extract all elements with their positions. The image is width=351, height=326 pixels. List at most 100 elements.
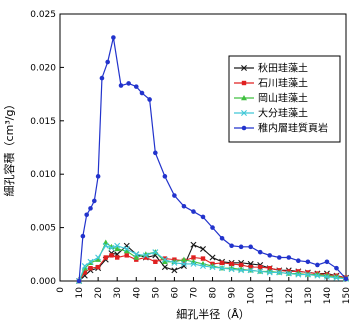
data-point [108, 244, 115, 251]
data-point [304, 271, 311, 278]
data-point [171, 259, 178, 266]
legend-item: 秋田珪藻土 [234, 62, 308, 75]
data-point [267, 265, 272, 271]
data-point [315, 262, 320, 268]
legend-item: 稚内層珪質頁岩 [234, 122, 328, 135]
legend-label: 石川珪藻土 [258, 77, 308, 90]
data-point [139, 90, 145, 96]
data-point [241, 95, 247, 101]
data-point [180, 260, 187, 267]
legend-label: 岡山珪藻土 [258, 92, 308, 105]
data-point [133, 254, 140, 260]
x-tick-label: 110 [266, 287, 276, 304]
x-tick-label: 120 [285, 287, 295, 304]
data-point [99, 75, 105, 81]
data-point [191, 209, 196, 214]
data-point [296, 258, 301, 264]
data-point [92, 198, 97, 204]
y-tick-label: 0.000 [30, 277, 56, 287]
y-tick-label: 0.005 [30, 224, 56, 234]
data-point [276, 269, 283, 276]
x-tick-label: 80 [209, 287, 219, 299]
x-tick-label: 40 [132, 287, 142, 299]
x-tick-label: 10 [75, 287, 85, 299]
data-point [109, 253, 114, 258]
data-point [181, 203, 187, 209]
x-axis-title: 細孔半径（Å） [176, 307, 250, 321]
data-point [314, 272, 321, 279]
data-point [247, 267, 254, 274]
data-point [105, 59, 110, 65]
x-tick-label: 0 [56, 287, 66, 293]
data-point [248, 264, 253, 270]
data-point [241, 80, 247, 86]
data-point [153, 150, 158, 156]
plot-frame [59, 13, 347, 282]
data-point [76, 278, 82, 284]
data-point [267, 253, 273, 258]
data-point [142, 252, 149, 259]
data-point [228, 266, 235, 273]
x-tick-label: 60 [170, 287, 180, 299]
data-point [324, 259, 330, 265]
data-point [209, 264, 216, 271]
data-point [162, 256, 168, 261]
x-tick-label: 30 [113, 287, 123, 299]
data-point [248, 244, 253, 250]
data-point [219, 235, 225, 241]
data-point [180, 256, 187, 262]
data-point [126, 81, 131, 86]
data-point [209, 254, 216, 261]
data-point [95, 254, 102, 261]
data-point [238, 244, 244, 250]
data-point [323, 273, 330, 280]
data-point [295, 271, 302, 278]
data-point [285, 270, 292, 277]
series-4 [76, 35, 349, 284]
data-point [305, 259, 311, 265]
data-point [190, 241, 197, 248]
data-point [219, 260, 225, 266]
legend-label: 大分珪藻土 [258, 107, 308, 120]
data-point [286, 255, 292, 260]
data-point [103, 255, 108, 260]
data-point [200, 214, 206, 220]
legend-item: 石川珪藻土 [234, 77, 308, 90]
data-point [241, 65, 247, 71]
x-tick-label: 150 [342, 287, 351, 304]
data-point [200, 263, 206, 270]
data-point [81, 263, 88, 270]
data-point [123, 248, 130, 254]
data-point [200, 245, 206, 252]
data-point [95, 264, 101, 270]
data-point [80, 233, 86, 239]
y-tick-label: 0.010 [30, 170, 56, 180]
x-tick-label: 70 [189, 287, 199, 299]
data-point [161, 258, 168, 264]
data-point [115, 255, 120, 260]
data-point [162, 174, 168, 179]
x-tick-label: 50 [151, 287, 161, 299]
x-tick-label: 100 [247, 287, 257, 304]
series-layer [76, 35, 349, 284]
legend-label: 秋田珪藻土 [258, 62, 308, 75]
data-point [229, 243, 234, 249]
data-point [95, 256, 102, 262]
data-point [118, 83, 124, 88]
data-point [88, 206, 93, 211]
data-point [147, 97, 152, 102]
x-tick-label: 90 [228, 287, 238, 299]
data-point [238, 262, 244, 268]
data-point [210, 225, 215, 230]
data-point [171, 267, 178, 274]
legend-label: 稚内層珪質頁岩 [258, 122, 328, 135]
x-tick-label: 140 [323, 287, 333, 304]
data-point [266, 269, 273, 276]
data-point [102, 239, 109, 245]
data-point [111, 35, 116, 40]
data-point [241, 110, 247, 116]
x-tick-label: 130 [304, 287, 314, 304]
legend-item: 岡山珪藻土 [234, 92, 308, 105]
